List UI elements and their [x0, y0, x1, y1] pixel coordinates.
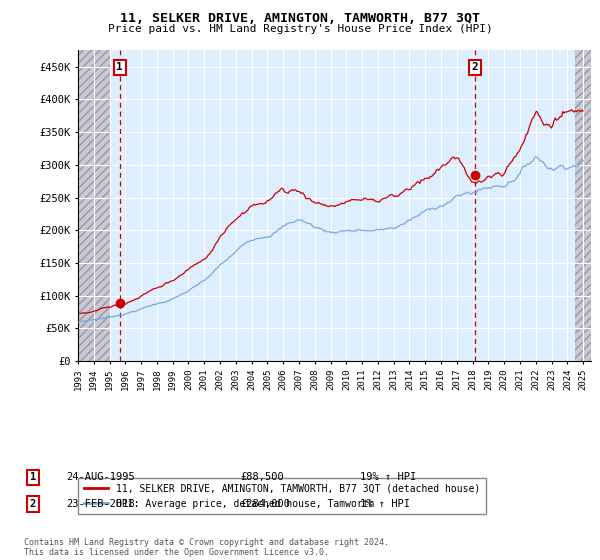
Text: 1: 1: [30, 472, 36, 482]
Legend: 11, SELKER DRIVE, AMINGTON, TAMWORTH, B77 3QT (detached house), HPI: Average pri: 11, SELKER DRIVE, AMINGTON, TAMWORTH, B7…: [78, 478, 486, 515]
Text: 11, SELKER DRIVE, AMINGTON, TAMWORTH, B77 3QT: 11, SELKER DRIVE, AMINGTON, TAMWORTH, B7…: [120, 12, 480, 25]
Text: 1% ↑ HPI: 1% ↑ HPI: [360, 499, 410, 509]
Text: 2: 2: [30, 499, 36, 509]
Bar: [78, 50, 110, 361]
Text: Price paid vs. HM Land Registry's House Price Index (HPI): Price paid vs. HM Land Registry's House …: [107, 24, 493, 34]
Text: £88,500: £88,500: [240, 472, 284, 482]
Bar: [575, 50, 591, 361]
Text: 19% ↑ HPI: 19% ↑ HPI: [360, 472, 416, 482]
Text: 1: 1: [116, 63, 123, 72]
Text: 23-FEB-2018: 23-FEB-2018: [66, 499, 135, 509]
Text: £284,000: £284,000: [240, 499, 290, 509]
Text: Contains HM Land Registry data © Crown copyright and database right 2024.
This d: Contains HM Land Registry data © Crown c…: [24, 538, 389, 557]
Text: 24-AUG-1995: 24-AUG-1995: [66, 472, 135, 482]
Text: 2: 2: [472, 63, 478, 72]
